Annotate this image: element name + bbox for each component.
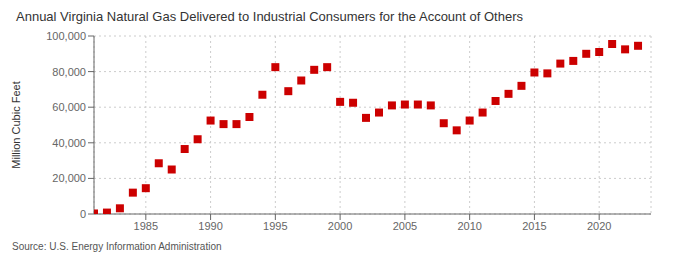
svg-text:80,000: 80,000	[52, 66, 86, 78]
svg-text:2015: 2015	[522, 220, 546, 232]
svg-text:20,000: 20,000	[52, 172, 86, 184]
svg-text:0: 0	[80, 208, 86, 220]
svg-text:40,000: 40,000	[52, 137, 86, 149]
svg-text:1985: 1985	[134, 220, 158, 232]
svg-text:2000: 2000	[328, 220, 352, 232]
html-text:Annual Virginia Natural Gas De: Annual Virginia Natural Gas Delivered to…	[16, 9, 523, 24]
svg-text:100,000: 100,000	[46, 30, 86, 42]
svg-text:1995: 1995	[263, 220, 287, 232]
svg-text:Million Cubic Feet: Million Cubic Feet	[10, 81, 22, 168]
html-text:Source: U.S. Energy Informatio: Source: U.S. Energy Information Administ…	[12, 241, 222, 252]
svg-text:60,000: 60,000	[52, 101, 86, 113]
svg-text:1990: 1990	[198, 220, 222, 232]
svg-text:2020: 2020	[587, 220, 611, 232]
svg-text:2005: 2005	[393, 220, 417, 232]
svg-text:2010: 2010	[457, 220, 481, 232]
